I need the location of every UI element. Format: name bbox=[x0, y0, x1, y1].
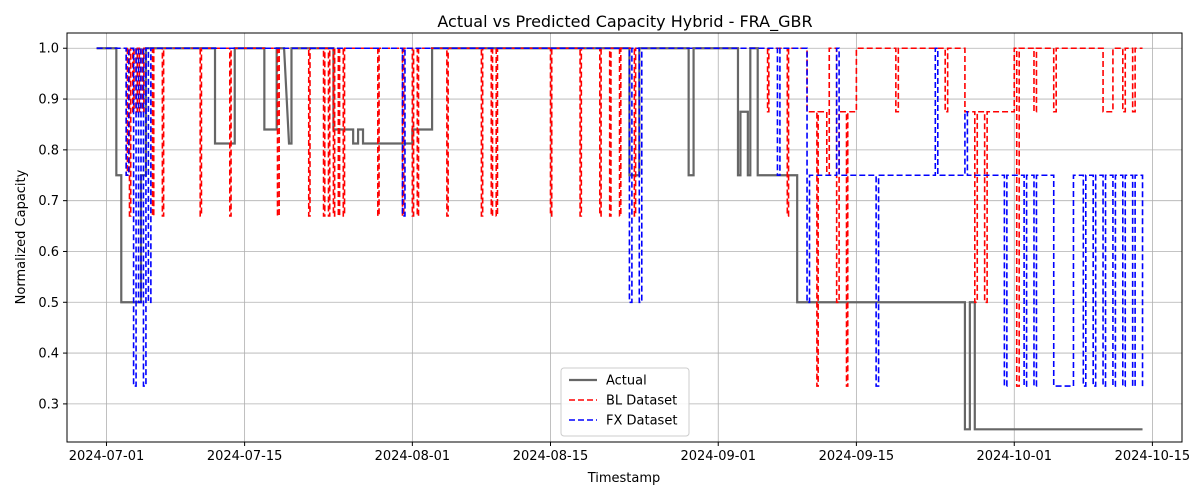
x-tick-label: 2024-07-15 bbox=[207, 449, 283, 464]
x-tick-label: 2024-08-15 bbox=[513, 449, 589, 464]
y-tick-label: 1.0 bbox=[38, 42, 59, 57]
y-tick-label: 0.8 bbox=[38, 143, 59, 158]
y-tick-label: 0.7 bbox=[38, 194, 59, 209]
legend-label: BL Dataset bbox=[606, 394, 677, 409]
x-tick-label: 2024-09-15 bbox=[819, 449, 895, 464]
legend-label: Actual bbox=[606, 374, 647, 389]
y-tick-label: 0.9 bbox=[38, 93, 59, 108]
chart-legend: Actual BL Dataset FX Dataset bbox=[560, 367, 690, 437]
y-axis: 0.3 0.4 0.5 0.6 0.7 0.8 0.9 1.0 bbox=[38, 42, 67, 412]
series-layer bbox=[96, 47, 1144, 431]
y-tick-label: 0.3 bbox=[38, 397, 59, 412]
y-tick-label: 0.4 bbox=[38, 347, 59, 362]
x-tick-label: 2024-09-01 bbox=[680, 449, 756, 464]
x-tick-label: 2024-07-01 bbox=[69, 449, 145, 464]
y-tick-label: 0.5 bbox=[38, 296, 59, 311]
series-line-fx-dataset bbox=[96, 47, 1144, 387]
plot-frame bbox=[66, 32, 1183, 443]
x-axis-label: Timestamp bbox=[587, 471, 661, 486]
chart-title: Actual vs Predicted Capacity Hybrid - FR… bbox=[437, 12, 812, 32]
legend-box bbox=[560, 367, 690, 437]
y-axis-label: Normalized Capacity bbox=[14, 169, 29, 304]
x-axis: 2024-07-01 2024-07-15 2024-08-01 2024-08-15… bbox=[69, 442, 1190, 464]
x-tick-label: 2024-10-01 bbox=[976, 449, 1052, 464]
x-tick-label: 2024-08-01 bbox=[375, 449, 451, 464]
legend-label: FX Dataset bbox=[606, 414, 677, 429]
x-tick-label: 2024-10-15 bbox=[1115, 449, 1191, 464]
y-tick-label: 0.6 bbox=[38, 245, 59, 260]
